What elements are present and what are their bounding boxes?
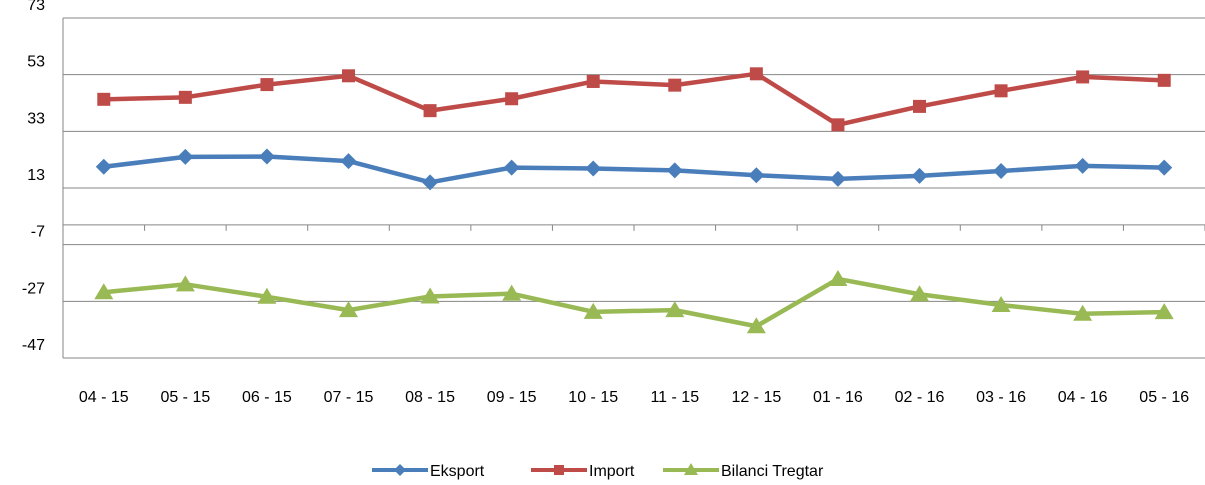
data-point bbox=[260, 78, 274, 92]
legend-item: Eksport bbox=[372, 463, 485, 480]
data-point bbox=[749, 67, 763, 81]
data-point bbox=[583, 302, 603, 319]
series-eksport bbox=[95, 148, 1173, 191]
y-axis-tick-labels: 73 53 33 13 -7 -27 -47 bbox=[22, 0, 45, 354]
y-tick-label: 53 bbox=[27, 54, 45, 71]
series-group bbox=[94, 67, 1174, 334]
data-point bbox=[258, 148, 275, 165]
x-tick-label: 03 - 16 bbox=[976, 389, 1026, 406]
data-point bbox=[586, 74, 600, 88]
x-tick-label: 08 - 15 bbox=[405, 389, 455, 406]
data-point bbox=[339, 301, 358, 318]
data-point bbox=[340, 153, 357, 170]
gridlines bbox=[63, 17, 1205, 359]
diamond-icon bbox=[394, 464, 406, 476]
data-point bbox=[665, 301, 685, 318]
x-tick-label: 12 - 15 bbox=[731, 389, 781, 406]
legend-label: Bilanci Tregtar bbox=[721, 463, 824, 480]
x-tick-label: 04 - 16 bbox=[1058, 389, 1108, 406]
data-point bbox=[505, 92, 519, 106]
data-point bbox=[668, 78, 682, 92]
x-tick-label: 04 - 15 bbox=[79, 389, 129, 406]
data-point bbox=[1157, 73, 1171, 87]
data-point bbox=[420, 287, 440, 304]
data-point bbox=[746, 317, 766, 334]
data-point bbox=[585, 160, 602, 177]
y-tick-label: 73 bbox=[27, 0, 45, 14]
legend-label: Import bbox=[589, 463, 635, 480]
data-point bbox=[1076, 70, 1090, 84]
legend-label: Eksport bbox=[430, 463, 485, 480]
series-line bbox=[101, 154, 1167, 185]
x-axis-tick-labels: 04 - 15 05 - 15 06 - 15 07 - 15 08 - 15 09 - … bbox=[79, 389, 1189, 406]
data-point bbox=[993, 163, 1010, 179]
series-line bbox=[101, 276, 1167, 329]
data-point bbox=[828, 269, 848, 286]
data-point bbox=[1156, 159, 1173, 176]
data-point bbox=[666, 162, 683, 179]
data-point bbox=[831, 118, 845, 132]
data-point bbox=[994, 84, 1008, 98]
legend: Eksport Import Bilanci Tregtar bbox=[372, 463, 824, 480]
data-point bbox=[178, 90, 192, 104]
series-bilanci-tregtar bbox=[94, 269, 1174, 334]
x-tick-label: 05 - 16 bbox=[1139, 389, 1189, 406]
data-point bbox=[342, 69, 355, 83]
legend-item: Bilanci Tregtar bbox=[663, 463, 824, 480]
x-tick-label: 10 - 15 bbox=[568, 389, 618, 406]
x-tick-label: 05 - 15 bbox=[160, 389, 210, 406]
series-line bbox=[101, 71, 1167, 128]
data-point bbox=[911, 167, 928, 184]
data-point bbox=[97, 92, 111, 106]
data-point bbox=[748, 167, 765, 184]
data-point bbox=[257, 287, 277, 304]
data-point bbox=[910, 285, 929, 302]
x-tick-label: 07 - 15 bbox=[324, 389, 374, 406]
data-point bbox=[502, 284, 522, 301]
data-point bbox=[1154, 303, 1174, 320]
data-point bbox=[175, 275, 195, 292]
data-point bbox=[991, 296, 1011, 313]
data-point bbox=[423, 104, 437, 118]
data-point bbox=[503, 159, 520, 176]
x-tick-label: 09 - 15 bbox=[487, 389, 537, 406]
x-tick-label: 02 - 16 bbox=[895, 389, 945, 406]
x-tick-label: 06 - 15 bbox=[242, 389, 292, 406]
data-point bbox=[95, 158, 112, 175]
x-tick-label: 11 - 15 bbox=[650, 389, 699, 406]
square-icon bbox=[554, 465, 564, 475]
y-tick-label: -7 bbox=[31, 224, 45, 241]
data-point bbox=[1073, 304, 1093, 321]
triangle-icon bbox=[684, 463, 698, 475]
data-point bbox=[1074, 157, 1091, 174]
data-point bbox=[422, 174, 439, 191]
data-point bbox=[829, 170, 846, 187]
data-point bbox=[913, 99, 926, 113]
y-tick-label: 13 bbox=[27, 167, 45, 184]
data-point bbox=[94, 283, 114, 300]
legend-item: Import bbox=[531, 463, 635, 480]
x-tick-label: 01 - 16 bbox=[813, 389, 863, 406]
y-tick-label: -27 bbox=[22, 280, 45, 297]
y-tick-label: 33 bbox=[27, 110, 45, 127]
y-tick-label: -47 bbox=[22, 337, 45, 354]
series-import bbox=[97, 67, 1171, 132]
data-point bbox=[177, 148, 194, 165]
x-axis bbox=[62, 18, 1205, 358]
